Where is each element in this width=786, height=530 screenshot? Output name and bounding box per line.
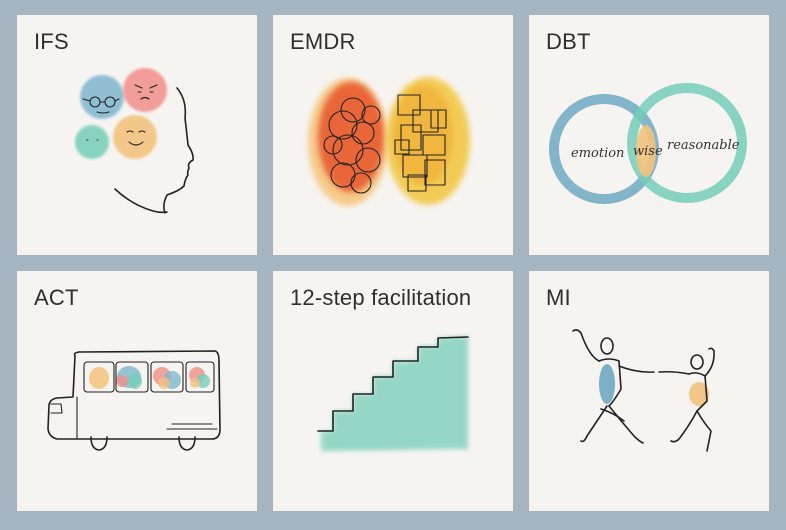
card-title: DBT	[546, 29, 591, 54]
venn-middle-label: wise	[633, 144, 663, 159]
card-title: EMDR	[290, 29, 356, 54]
venn-diagram-icon: emotion wise reasonable	[549, 83, 747, 204]
card-dbt[interactable]: DBT emotion wise reasonable	[529, 15, 769, 255]
card-mi[interactable]: MI	[529, 271, 769, 511]
card-emdr[interactable]: EMDR	[273, 15, 513, 255]
dancing-figures-icon	[572, 329, 715, 452]
card-12-step-facilitation[interactable]: 12-step facilitation	[273, 271, 513, 511]
head-with-parts-icon	[75, 68, 194, 214]
card-ifs[interactable]: IFS	[17, 15, 257, 255]
venn-right-label: reasonable	[667, 138, 740, 153]
venn-left-label: emotion	[571, 146, 624, 161]
card-title: IFS	[34, 29, 69, 54]
bus-icon	[47, 350, 221, 451]
card-title: ACT	[34, 285, 79, 310]
brain-hemispheres-icon	[308, 77, 470, 206]
card-act[interactable]: ACT	[17, 271, 257, 511]
staircase-icon	[317, 336, 469, 451]
card-title: MI	[546, 285, 571, 310]
card-title: 12-step facilitation	[290, 285, 472, 310]
